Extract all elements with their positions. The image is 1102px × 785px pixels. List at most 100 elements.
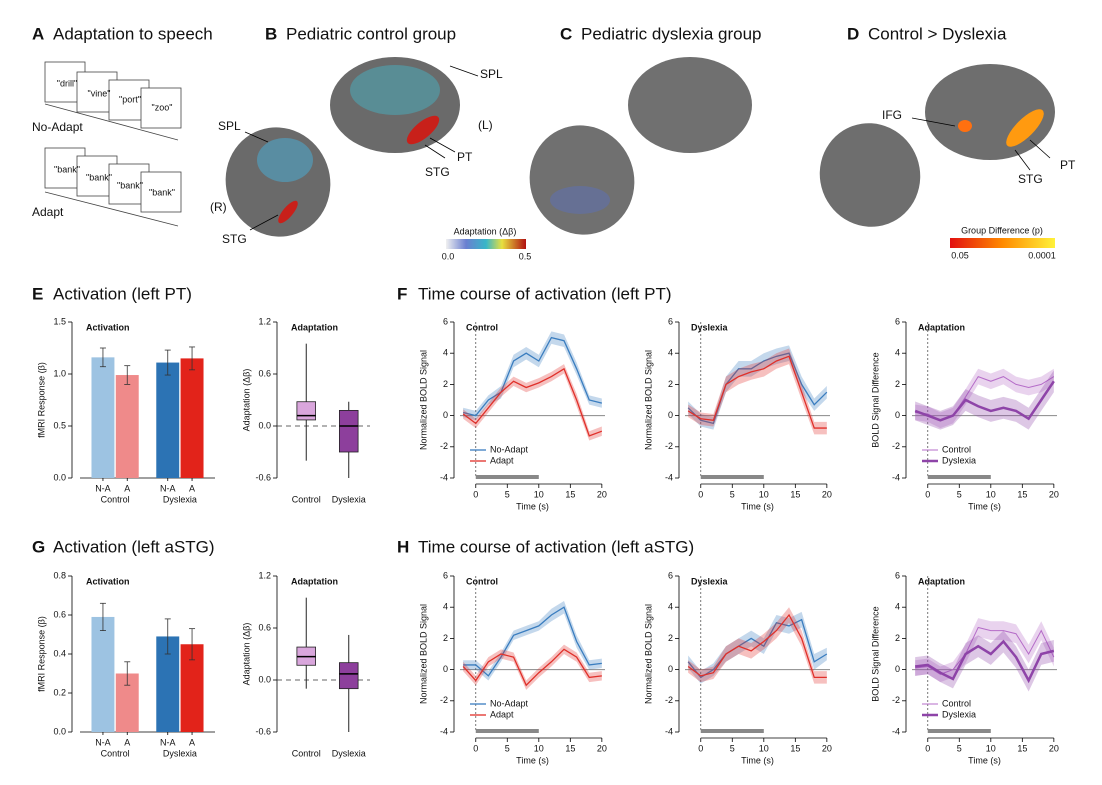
chart-title: Adaptation xyxy=(291,322,338,332)
line xyxy=(687,352,828,425)
confidence-band xyxy=(688,348,827,435)
y-tick-label: -4 xyxy=(665,726,673,736)
legend-label: Adapt xyxy=(490,455,514,465)
y-tick-label: 6 xyxy=(668,570,673,580)
y-tick-label: 1.0 xyxy=(53,368,66,378)
x-axis-label: Time (s) xyxy=(968,501,1001,511)
stimulus-bar xyxy=(475,729,539,733)
y-tick-label: 2 xyxy=(895,633,900,643)
bar xyxy=(91,357,115,478)
y-tick-label: -2 xyxy=(665,441,673,451)
line xyxy=(462,367,603,437)
x-tick-label: 10 xyxy=(534,489,544,499)
y-tick-label: -2 xyxy=(892,695,900,705)
x-tick-label: 15 xyxy=(565,743,575,753)
y-tick-label: 0.5 xyxy=(53,420,66,430)
x-tick-label: A xyxy=(189,483,195,493)
x-tick-label: 10 xyxy=(986,489,996,499)
box xyxy=(338,409,359,453)
colorbar-title: Group Difference (p) xyxy=(961,225,1043,235)
chart-title: Activation xyxy=(86,322,130,332)
x-tick-label: 5 xyxy=(730,489,735,499)
y-tick-label: -4 xyxy=(892,472,900,482)
word: "bank" xyxy=(149,187,175,197)
panel-letter: A xyxy=(32,24,44,43)
panel-title: Pediatric dyslexia group xyxy=(581,24,761,43)
x-axis-label: Time (s) xyxy=(741,755,774,765)
x-tick-label: 20 xyxy=(822,743,832,753)
region-label: STG xyxy=(222,232,247,246)
y-tick-label: 0 xyxy=(668,410,673,420)
y-axis-label: Normalized BOLD Signal xyxy=(418,604,428,704)
y-tick-label: 6 xyxy=(443,316,448,326)
y-tick-label: 6 xyxy=(668,316,673,326)
y-axis-label: fMRI Response (β) xyxy=(36,362,46,438)
confidence-band xyxy=(915,370,1054,430)
stimulus-bar xyxy=(700,729,764,733)
legend-label: Control xyxy=(942,698,971,708)
x-tick-label: 10 xyxy=(986,743,996,753)
colorbar-label: 0.5 xyxy=(519,251,532,261)
chart-title: Dyslexia xyxy=(691,322,729,332)
x-tick-label: N-A xyxy=(95,737,111,747)
y-tick-label: 2 xyxy=(668,379,673,389)
word: "bank" xyxy=(117,180,143,190)
stimulus-cards xyxy=(44,61,182,227)
y-tick-label: 0.6 xyxy=(258,622,271,632)
y-tick-label: 4 xyxy=(443,602,448,612)
y-tick-label: -4 xyxy=(665,472,673,482)
confidence-band xyxy=(463,331,602,421)
x-tick-label: 15 xyxy=(565,489,575,499)
y-tick-label: 4 xyxy=(895,348,900,358)
bar xyxy=(156,362,180,478)
group-label: Dyslexia xyxy=(163,494,197,504)
y-tick-label: 6 xyxy=(895,316,900,326)
word: "drill" xyxy=(57,78,77,88)
y-tick-label: 2 xyxy=(895,379,900,389)
condition-label: No-Adapt xyxy=(32,120,83,134)
x-tick-label: Dyslexia xyxy=(332,494,366,504)
y-tick-label: 4 xyxy=(443,348,448,358)
hemisphere-label: (R) xyxy=(210,200,227,214)
x-tick-label: Control xyxy=(292,748,321,758)
y-tick-label: 0 xyxy=(443,410,448,420)
chart-title: Control xyxy=(466,322,498,332)
legend-label: Control xyxy=(942,444,971,454)
x-axis-label: Time (s) xyxy=(516,501,549,511)
line xyxy=(915,626,1055,675)
x-tick-label: 20 xyxy=(597,743,607,753)
panel-title: Adaptation to speech xyxy=(53,24,213,43)
colorbar xyxy=(446,239,526,249)
x-tick-label: A xyxy=(189,737,195,747)
word: "bank" xyxy=(86,172,112,182)
x-tick-label: 15 xyxy=(790,489,800,499)
stimulus-bar xyxy=(927,475,991,479)
x-axis-label: Time (s) xyxy=(741,501,774,511)
legend-label: No-Adapt xyxy=(490,444,529,454)
y-tick-label: 0.4 xyxy=(53,648,66,658)
x-tick-label: 20 xyxy=(1049,489,1059,499)
y-tick-label: 1.5 xyxy=(53,316,66,326)
panel-letter: F xyxy=(397,284,407,303)
x-tick-label: A xyxy=(124,737,130,747)
x-tick-label: 5 xyxy=(730,743,735,753)
region-label: SPL xyxy=(480,67,503,81)
line xyxy=(462,336,603,417)
colorbar xyxy=(950,238,1055,248)
colorbar-label: 0.05 xyxy=(951,250,969,260)
box xyxy=(338,662,359,690)
y-tick-label: 2 xyxy=(668,633,673,643)
x-tick-label: 0 xyxy=(925,743,930,753)
bar xyxy=(91,616,115,732)
x-tick-label: 15 xyxy=(1017,743,1027,753)
y-tick-label: 4 xyxy=(668,602,673,612)
panel-title: Time course of activation (left aSTG) xyxy=(418,537,694,556)
brain-images xyxy=(225,57,1055,237)
x-tick-label: Dyslexia xyxy=(332,748,366,758)
chart-title: Control xyxy=(466,576,498,586)
x-tick-label: 15 xyxy=(790,743,800,753)
pointer-lines xyxy=(244,65,1051,231)
legend-label: Dyslexia xyxy=(942,709,976,719)
region-label: IFG xyxy=(882,108,902,122)
panel-title: Activation (left PT) xyxy=(53,284,192,303)
